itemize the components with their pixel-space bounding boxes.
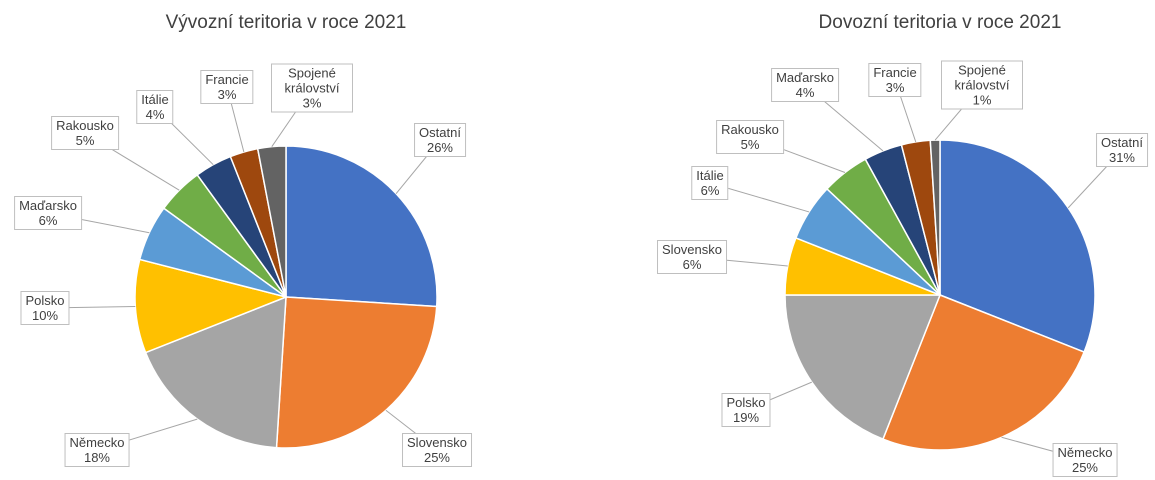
data-label: Francie 3% [200, 70, 254, 104]
label-value: 25% [1071, 460, 1099, 475]
label-value: 5% [740, 137, 760, 152]
label-name: Maďarsko [776, 70, 834, 85]
label-name: Německo [1057, 445, 1113, 460]
label-name: Maďarsko [19, 198, 77, 213]
data-label: Německo 25% [1052, 443, 1118, 477]
label-value: 3% [885, 80, 905, 95]
label-value: 6% [38, 213, 58, 228]
data-label: Slovensko 6% [657, 240, 727, 274]
label-value: 3% [302, 95, 322, 111]
label-value: 25% [423, 450, 451, 465]
label-name: Spojené království [954, 62, 1010, 93]
chart-title: Vývozní teritoria v roce 2021 [165, 12, 407, 33]
label-value: 19% [732, 410, 760, 425]
label-value: 6% [700, 183, 720, 198]
data-label: Rakousko 5% [51, 116, 119, 150]
pie-slice [285, 145, 438, 308]
data-label: Itálie 4% [136, 90, 174, 124]
label-value: 31% [1108, 150, 1136, 165]
data-label: Spojené království 3% [271, 63, 353, 113]
pie-slice [784, 294, 942, 441]
data-label: Slovensko 25% [402, 433, 472, 467]
chart-title: Dovozní teritoria v roce 2021 [818, 12, 1062, 33]
label-value: 4% [145, 107, 165, 122]
label-value: 10% [31, 308, 59, 323]
label-name: Ostatní [1101, 135, 1143, 150]
pie-slice [929, 139, 941, 296]
label-name: Slovensko [662, 242, 722, 257]
label-name: Francie [873, 65, 917, 80]
label-name: Ostatní [419, 125, 461, 140]
label-value: 18% [83, 450, 111, 465]
label-value: 3% [217, 87, 237, 102]
data-label: Spojené království 1% [941, 60, 1023, 110]
label-name: Spojené království [284, 65, 340, 96]
label-name: Slovensko [407, 435, 467, 450]
label-name: Itálie [141, 92, 169, 107]
label-name: Německo [69, 435, 125, 450]
label-value: 5% [75, 133, 95, 148]
label-name: Polsko [726, 395, 766, 410]
data-label: Francie 3% [868, 63, 922, 97]
data-label: Ostatní 26% [414, 123, 466, 157]
data-label: Polsko 10% [20, 291, 70, 325]
data-label: Maďarsko 6% [14, 196, 82, 230]
label-name: Rakousko [721, 122, 779, 137]
label-value: 26% [426, 140, 454, 155]
label-name: Rakousko [56, 118, 114, 133]
label-value: 6% [682, 257, 702, 272]
data-label: Maďarsko 4% [771, 68, 839, 102]
pie-slice [275, 296, 438, 449]
label-name: Francie [205, 72, 249, 87]
data-label: Polsko 19% [721, 393, 771, 427]
label-value: 1% [972, 92, 992, 108]
data-label: Rakousko 5% [716, 120, 784, 154]
label-name: Itálie [696, 168, 724, 183]
label-value: 4% [795, 85, 815, 100]
data-label: Itálie 6% [691, 166, 729, 200]
data-label: Ostatní 31% [1096, 133, 1148, 167]
pie-slice [144, 295, 287, 449]
data-label: Německo 18% [64, 433, 130, 467]
label-name: Polsko [25, 293, 65, 308]
pie-slice [134, 258, 289, 354]
pie-slice [256, 145, 287, 298]
